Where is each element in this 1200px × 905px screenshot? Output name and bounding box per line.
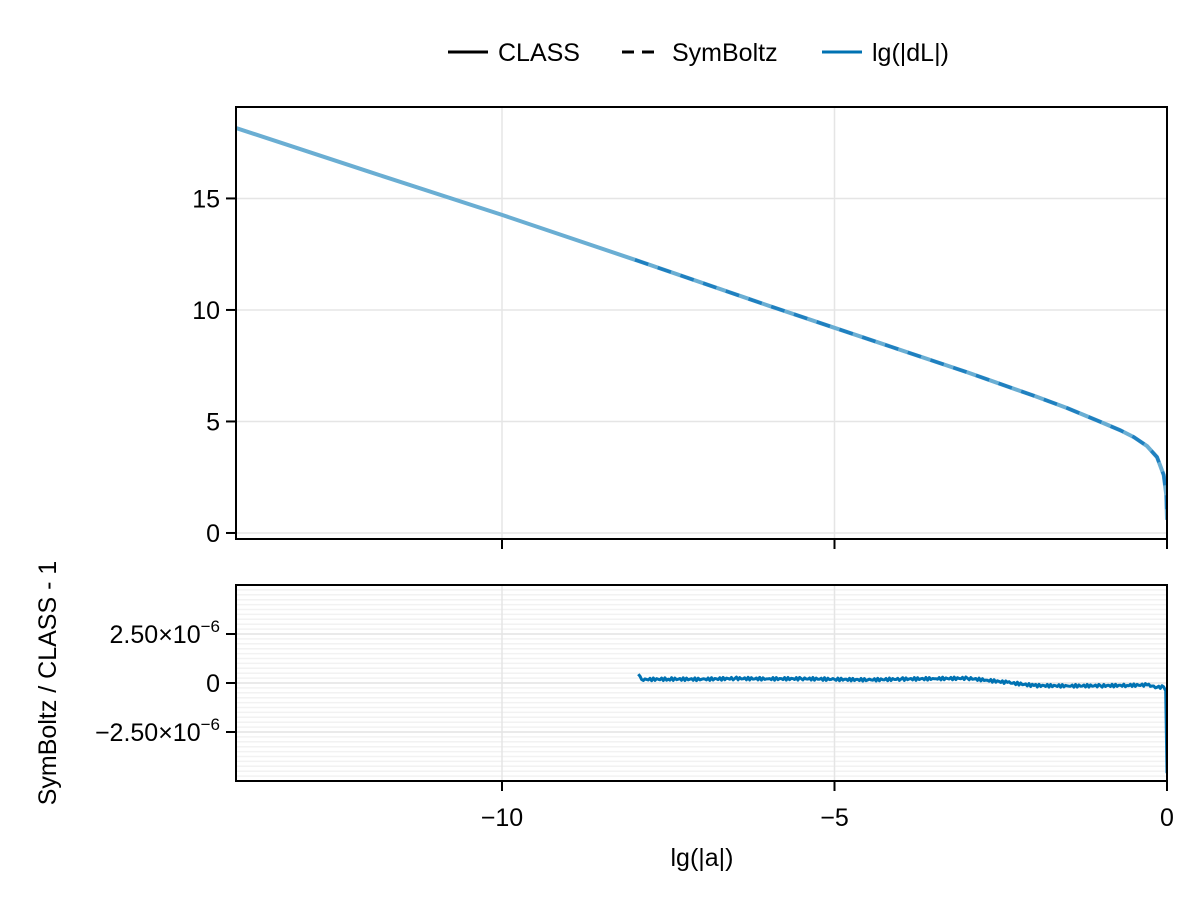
top-axes: 0 5 10 15 <box>192 106 1168 549</box>
top-axes-frame <box>235 106 1168 540</box>
bottom-ticks: −10 −5 0 −2.50×10−6 0 2.50×10−6 <box>95 617 1174 832</box>
y-tick-label: 15 <box>192 185 220 213</box>
x-tick-label: 0 <box>1160 804 1174 832</box>
series-line-residual <box>637 673 1167 774</box>
bottom-axes: −10 −5 0 −2.50×10−6 0 2.50×10−6 <box>95 584 1174 832</box>
y-tick-label: −2.50×10−6 <box>95 715 220 747</box>
legend-label-symboltz: SymBoltz <box>672 39 778 67</box>
y-tick-label: 2.50×10−6 <box>110 617 220 649</box>
y-tick-label: 0 <box>206 520 220 548</box>
legend-item-lgdl: lg(|dL|) <box>822 39 949 67</box>
legend-label-lgdl: lg(|dL|) <box>872 39 949 67</box>
series-line-symboltz <box>634 258 1167 520</box>
y-tick-label: 0 <box>206 670 220 698</box>
y-tick-label: 10 <box>192 297 220 325</box>
x-tick-label: −5 <box>820 804 849 832</box>
legend-item-class: CLASS <box>448 39 580 67</box>
y-axis-label-bottom: SymBoltz / CLASS - 1 <box>34 561 62 806</box>
x-axis-label: lg(|a|) <box>670 844 733 872</box>
top-series <box>236 126 1167 520</box>
bottom-grid <box>236 585 1168 781</box>
legend-item-symboltz: SymBoltz <box>622 39 778 67</box>
series-line-class <box>236 126 1167 520</box>
top-ticks: 0 5 10 15 <box>192 185 1168 549</box>
legend: CLASS SymBoltz lg(|dL|) <box>448 39 949 67</box>
y-tick-label: 5 <box>206 408 220 436</box>
x-tick-label: −10 <box>481 804 523 832</box>
bottom-series <box>637 673 1167 774</box>
legend-label-class: CLASS <box>498 39 580 67</box>
